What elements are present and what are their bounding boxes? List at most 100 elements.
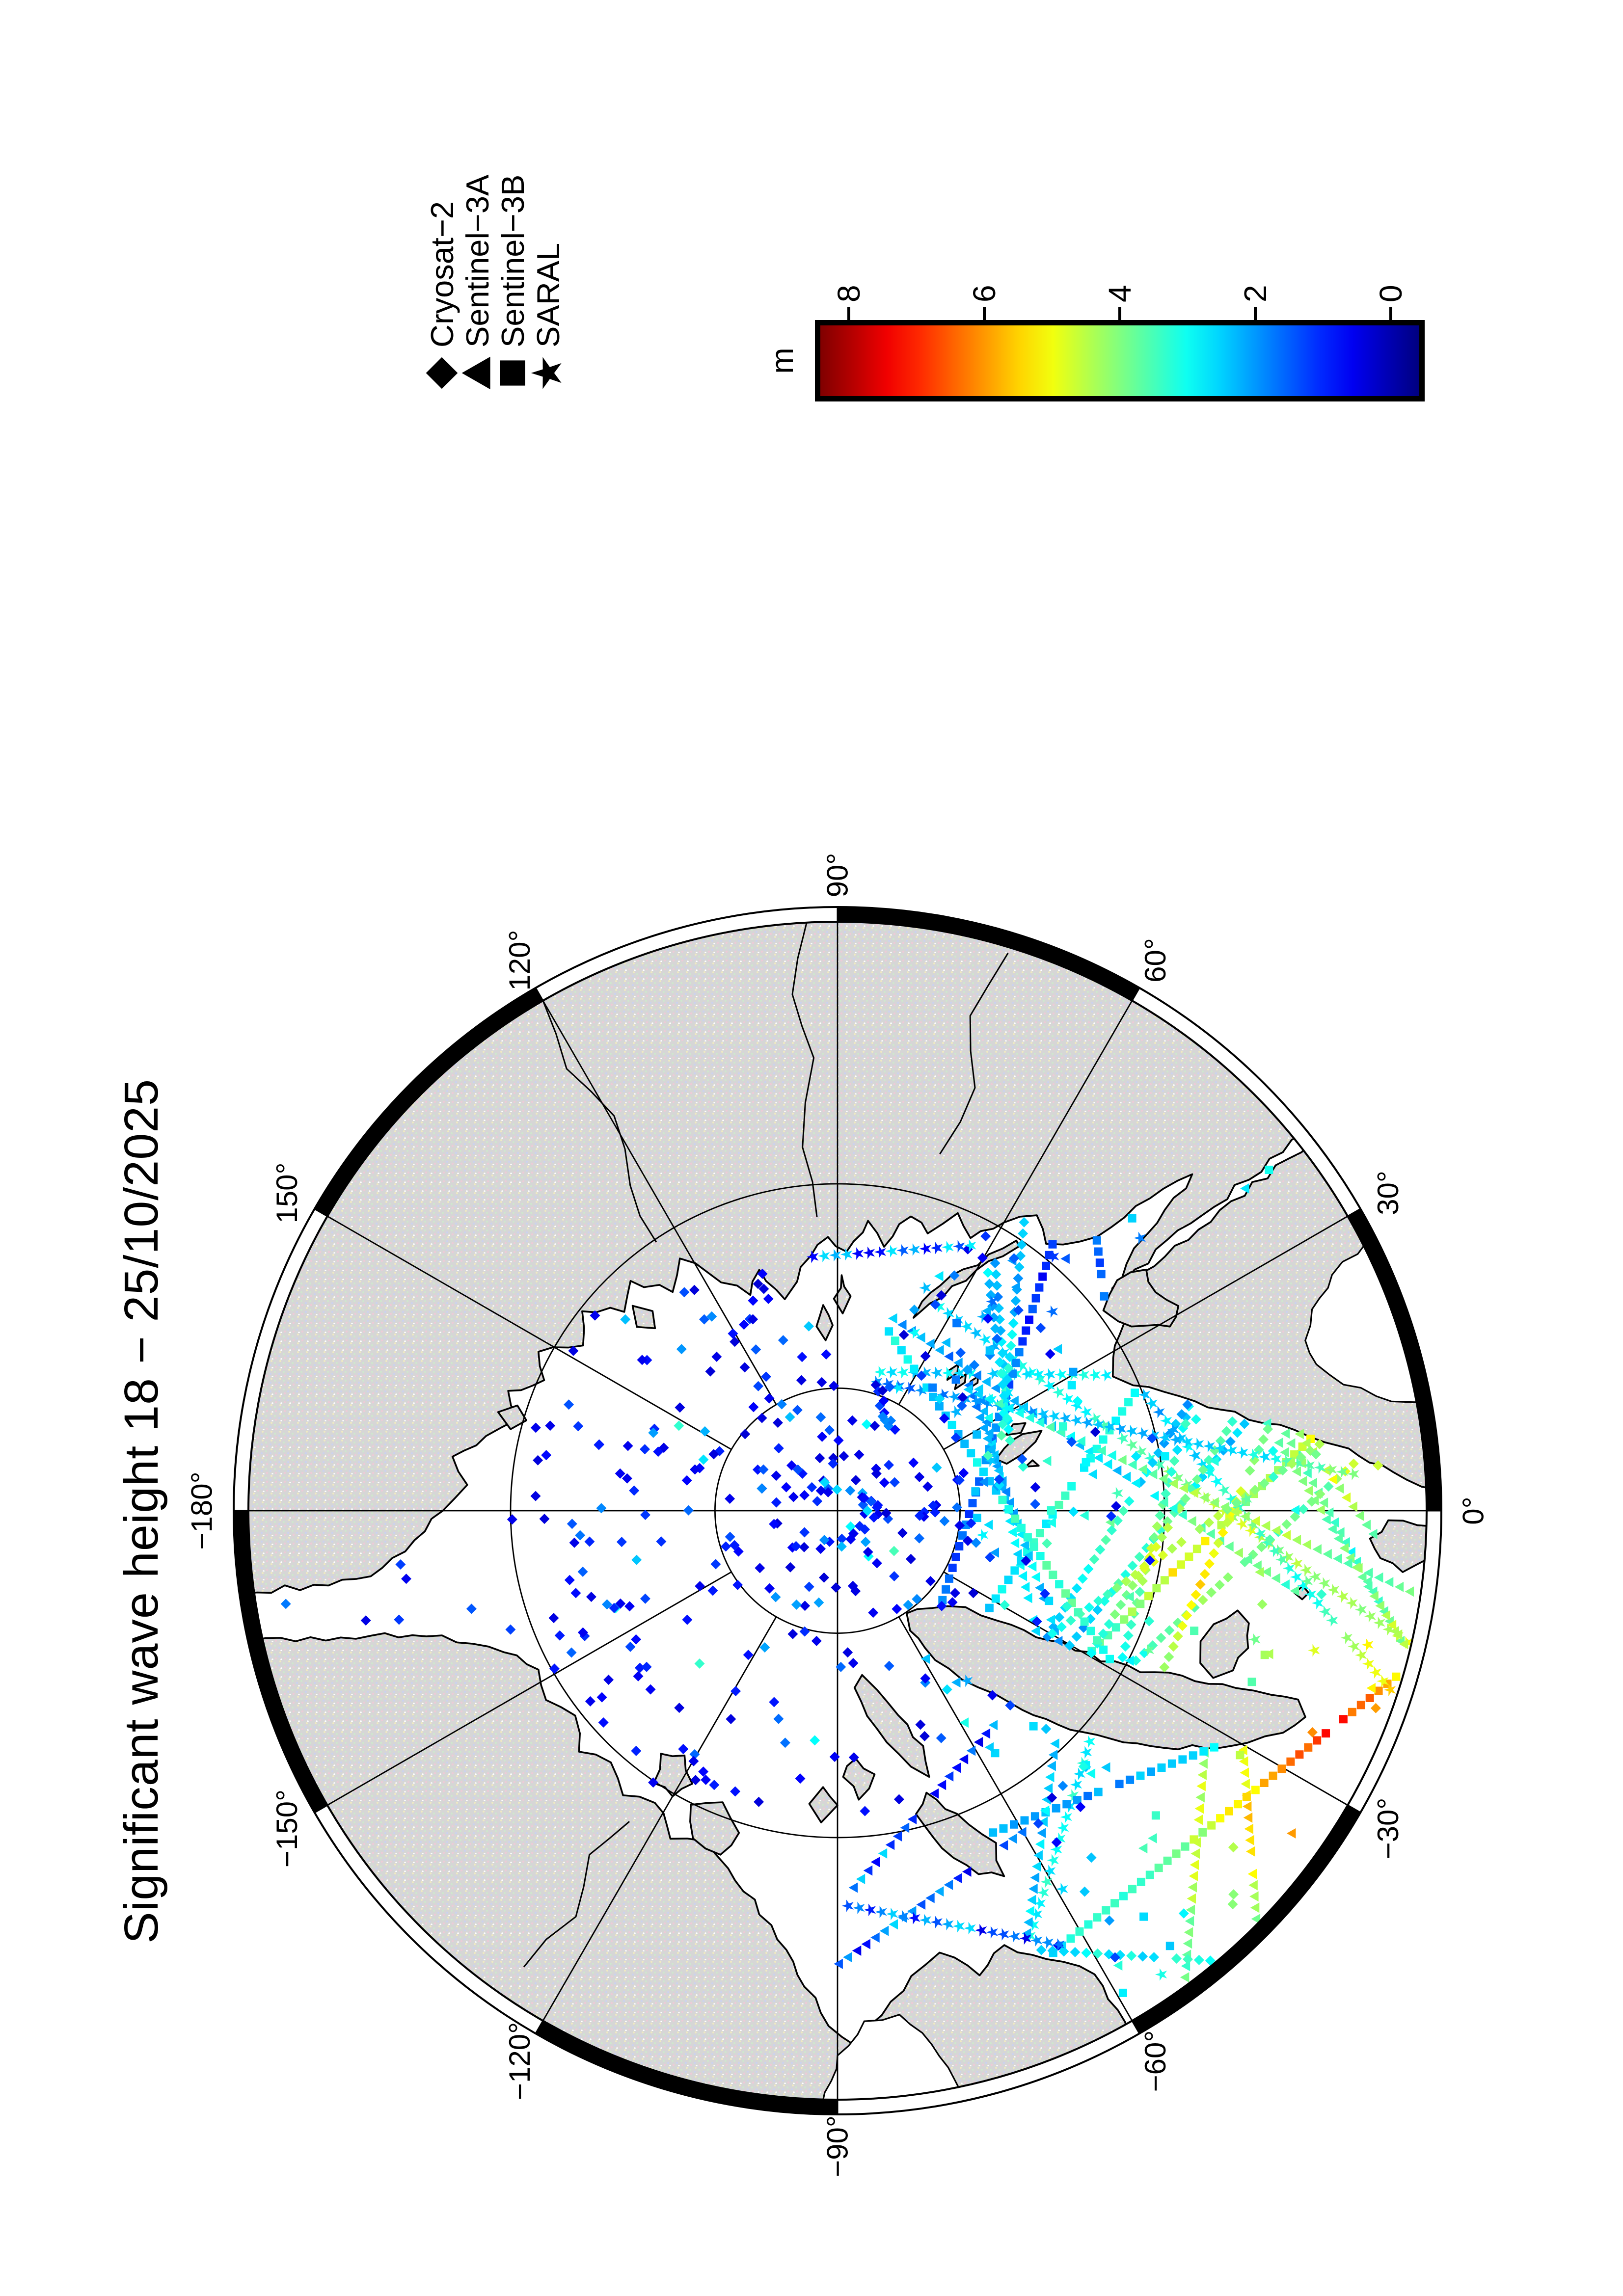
data-point (1139, 1912, 1148, 1921)
data-point (1201, 1537, 1210, 1546)
data-point (1136, 1600, 1145, 1608)
data-point (998, 1495, 1007, 1504)
data-point (1207, 1821, 1216, 1830)
data-point (1080, 1617, 1089, 1626)
data-point (1124, 1398, 1133, 1407)
land-severnaya_a (815, 1304, 834, 1341)
data-point (1199, 1747, 1208, 1756)
data-point (1055, 1500, 1063, 1509)
data-point (1045, 1597, 1054, 1605)
data-point (985, 1346, 994, 1355)
data-point (1304, 1743, 1313, 1752)
legend-item-sentinel3b: Sentinel−3B (494, 175, 531, 392)
rim-label-lon--30: −30° (1372, 1798, 1405, 1860)
data-point (998, 1585, 1006, 1594)
data-point (1011, 1359, 1020, 1367)
data-point (1115, 1780, 1124, 1789)
data-point (1151, 1811, 1160, 1820)
rim-label-lon--120: −120° (503, 2022, 536, 2100)
data-point (1049, 1571, 1057, 1579)
data-point (1022, 1326, 1030, 1335)
data-point (1066, 1934, 1075, 1943)
data-point (985, 1603, 994, 1612)
data-point (1189, 1751, 1197, 1760)
rim-label-lon-120: 120° (503, 930, 536, 990)
rim-label-lon-30: 30° (1372, 1171, 1405, 1215)
map-rivers (523, 922, 1009, 1968)
data-point (1339, 1715, 1348, 1724)
data-point (947, 1420, 956, 1429)
data-point (1018, 1337, 1027, 1346)
data-point (1374, 1686, 1383, 1695)
river-mackenzie (523, 1821, 630, 1968)
data-point (1392, 1672, 1401, 1681)
legend-item-sentinel3a: Sentinel−3A (459, 175, 496, 392)
data-point (960, 1440, 969, 1448)
map-land (247, 921, 1428, 2101)
data-point (1128, 1214, 1136, 1223)
data-point (951, 1375, 960, 1384)
rim-label-lon--180: −180° (186, 1471, 218, 1549)
data-point (1029, 1542, 1038, 1551)
data-point (971, 1487, 980, 1496)
data-point (1075, 1927, 1084, 1936)
data-point (1356, 1701, 1365, 1709)
land-greenland (906, 1605, 1306, 1751)
rim-label-lon--60: −60° (1139, 2030, 1172, 2092)
data-point (1119, 1892, 1128, 1900)
data-point (1251, 1786, 1260, 1794)
data-point (1128, 1885, 1136, 1894)
data-point (1084, 1920, 1093, 1929)
data-point (1042, 1261, 1050, 1270)
data-point (1059, 1422, 1067, 1431)
square-icon (500, 360, 525, 386)
data-point (1106, 1655, 1114, 1663)
data-point (1083, 1791, 1092, 1800)
data-point (945, 1574, 953, 1583)
data-point (1154, 1864, 1163, 1872)
data-point (991, 1594, 1000, 1603)
data-point (1099, 1435, 1108, 1444)
data-point (1004, 1505, 1013, 1514)
land-iceland (1199, 1609, 1250, 1679)
data-point (1094, 1247, 1103, 1256)
data-point (965, 1510, 974, 1518)
data-point (1190, 1627, 1199, 1635)
data-point (979, 1468, 988, 1476)
data-point (1042, 1561, 1051, 1570)
data-point (942, 1585, 950, 1594)
data-point (1055, 1580, 1064, 1589)
data-point (1190, 1835, 1198, 1844)
data-point (1048, 1240, 1057, 1249)
triangle-icon (461, 356, 490, 390)
data-point (1165, 1942, 1174, 1950)
rim-label-lon-90: 90° (821, 853, 854, 898)
data-point (1028, 1305, 1037, 1313)
map-lakes (821, 1239, 1424, 2101)
graticule-line (542, 1000, 777, 1405)
rim-circle (247, 921, 1428, 2101)
data-point (1093, 1636, 1102, 1645)
land-ellesmere (853, 1674, 930, 1778)
rim-label-lon-60: 60° (1139, 938, 1172, 983)
data-point (1144, 1592, 1153, 1601)
land-devon (842, 1758, 876, 1801)
data-point (1348, 1708, 1356, 1716)
river-yenisei (791, 922, 818, 1217)
data-point (1172, 1849, 1181, 1858)
data-point (1092, 1236, 1101, 1245)
data-point (1157, 1763, 1166, 1772)
land-scotland (1369, 1519, 1428, 1573)
data-point (1160, 1576, 1169, 1585)
data-point (1131, 1388, 1139, 1397)
data-point (1025, 1315, 1033, 1324)
data-point (1061, 1491, 1070, 1500)
rim-label-lon-150: 150° (270, 1162, 303, 1223)
data-point (1118, 1407, 1127, 1416)
data-point (973, 1458, 981, 1467)
data-point (1178, 1755, 1187, 1764)
data-point (1074, 1608, 1082, 1617)
data-point (1277, 1764, 1286, 1773)
